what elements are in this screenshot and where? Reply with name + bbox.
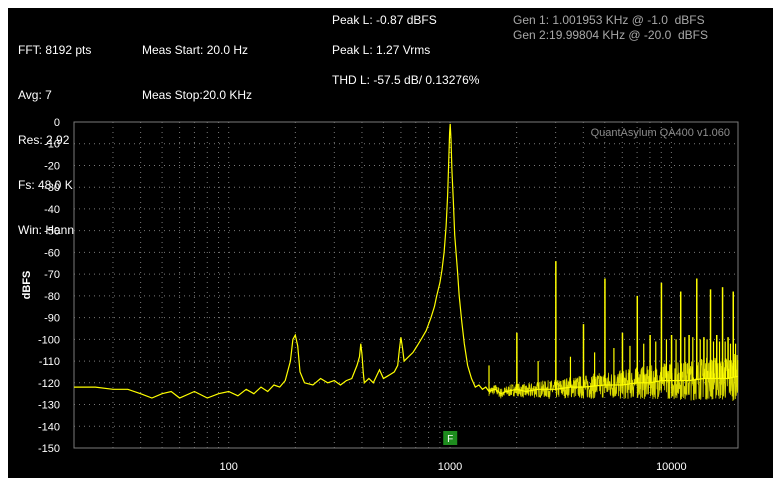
y-tick-label: -10 xyxy=(44,139,60,151)
y-tick-label: -40 xyxy=(44,204,60,216)
y-tick-label: -110 xyxy=(39,356,60,368)
y-tick-label: -50 xyxy=(44,226,60,238)
thd-readout: THD L: -57.5 dB/ 0.13276% xyxy=(332,73,480,87)
y-tick-label: -60 xyxy=(44,247,60,259)
watermark: QuantAsylum QA400 v1.060 xyxy=(591,127,730,139)
spectrum-trace xyxy=(74,123,739,399)
peak-dbfs: Peak L: -0.87 dBFS xyxy=(332,13,437,27)
y-tick-label: -120 xyxy=(38,378,60,390)
window-type: Win: Hann xyxy=(18,223,75,237)
fundamental-marker xyxy=(443,431,458,445)
spectrum-chart[interactable]: 0 -10 -20 -30 -40 -50 -60 -70 -80 -90 -100 -110 -120… xyxy=(8,8,773,478)
y-tick-label: -130 xyxy=(38,400,60,412)
y-tick-label: -90 xyxy=(44,313,60,325)
y-tick-label: -140 xyxy=(38,421,60,433)
plot-frame xyxy=(73,121,739,449)
x-tick-label: 1000 xyxy=(438,461,462,473)
meas-start: Meas Start: 20.0 Hz xyxy=(142,43,249,57)
peak-vrms: Peak L: 1.27 Vrms xyxy=(332,43,431,57)
y-tick-label: -80 xyxy=(44,291,60,303)
x-tick-label: 10000 xyxy=(656,461,687,473)
y-tick-label: -150 xyxy=(38,443,60,455)
x-tick-label: 100 xyxy=(220,461,238,473)
generator-2: Gen 2:19.99804 KHz @ -20.0 dBFS xyxy=(513,28,708,42)
fundamental-marker-label: F xyxy=(447,434,453,445)
y-tick-label: -70 xyxy=(44,269,60,281)
y-axis-label: dBFS xyxy=(21,271,33,300)
y-tick-label: -20 xyxy=(44,160,60,172)
analyzer-panel: FFT: 8192 pts Avg: 7 Res: 2.92 Hz Fs: 48… xyxy=(8,8,773,478)
measurement-range: Meas Start: 20.0 Hz Meas Stop:20.0 KHz xyxy=(142,13,252,133)
y-tick-label: 0 xyxy=(54,117,60,129)
meas-stop: Meas Stop:20.0 KHz xyxy=(142,88,253,102)
y-tick-label: -30 xyxy=(44,182,60,194)
fft-size: FFT: 8192 pts xyxy=(18,43,92,57)
averages: Avg: 7 xyxy=(18,88,52,102)
generator-1: Gen 1: 1.001953 KHz @ -1.0 dBFS xyxy=(513,13,705,27)
y-tick-label: -100 xyxy=(38,334,60,346)
